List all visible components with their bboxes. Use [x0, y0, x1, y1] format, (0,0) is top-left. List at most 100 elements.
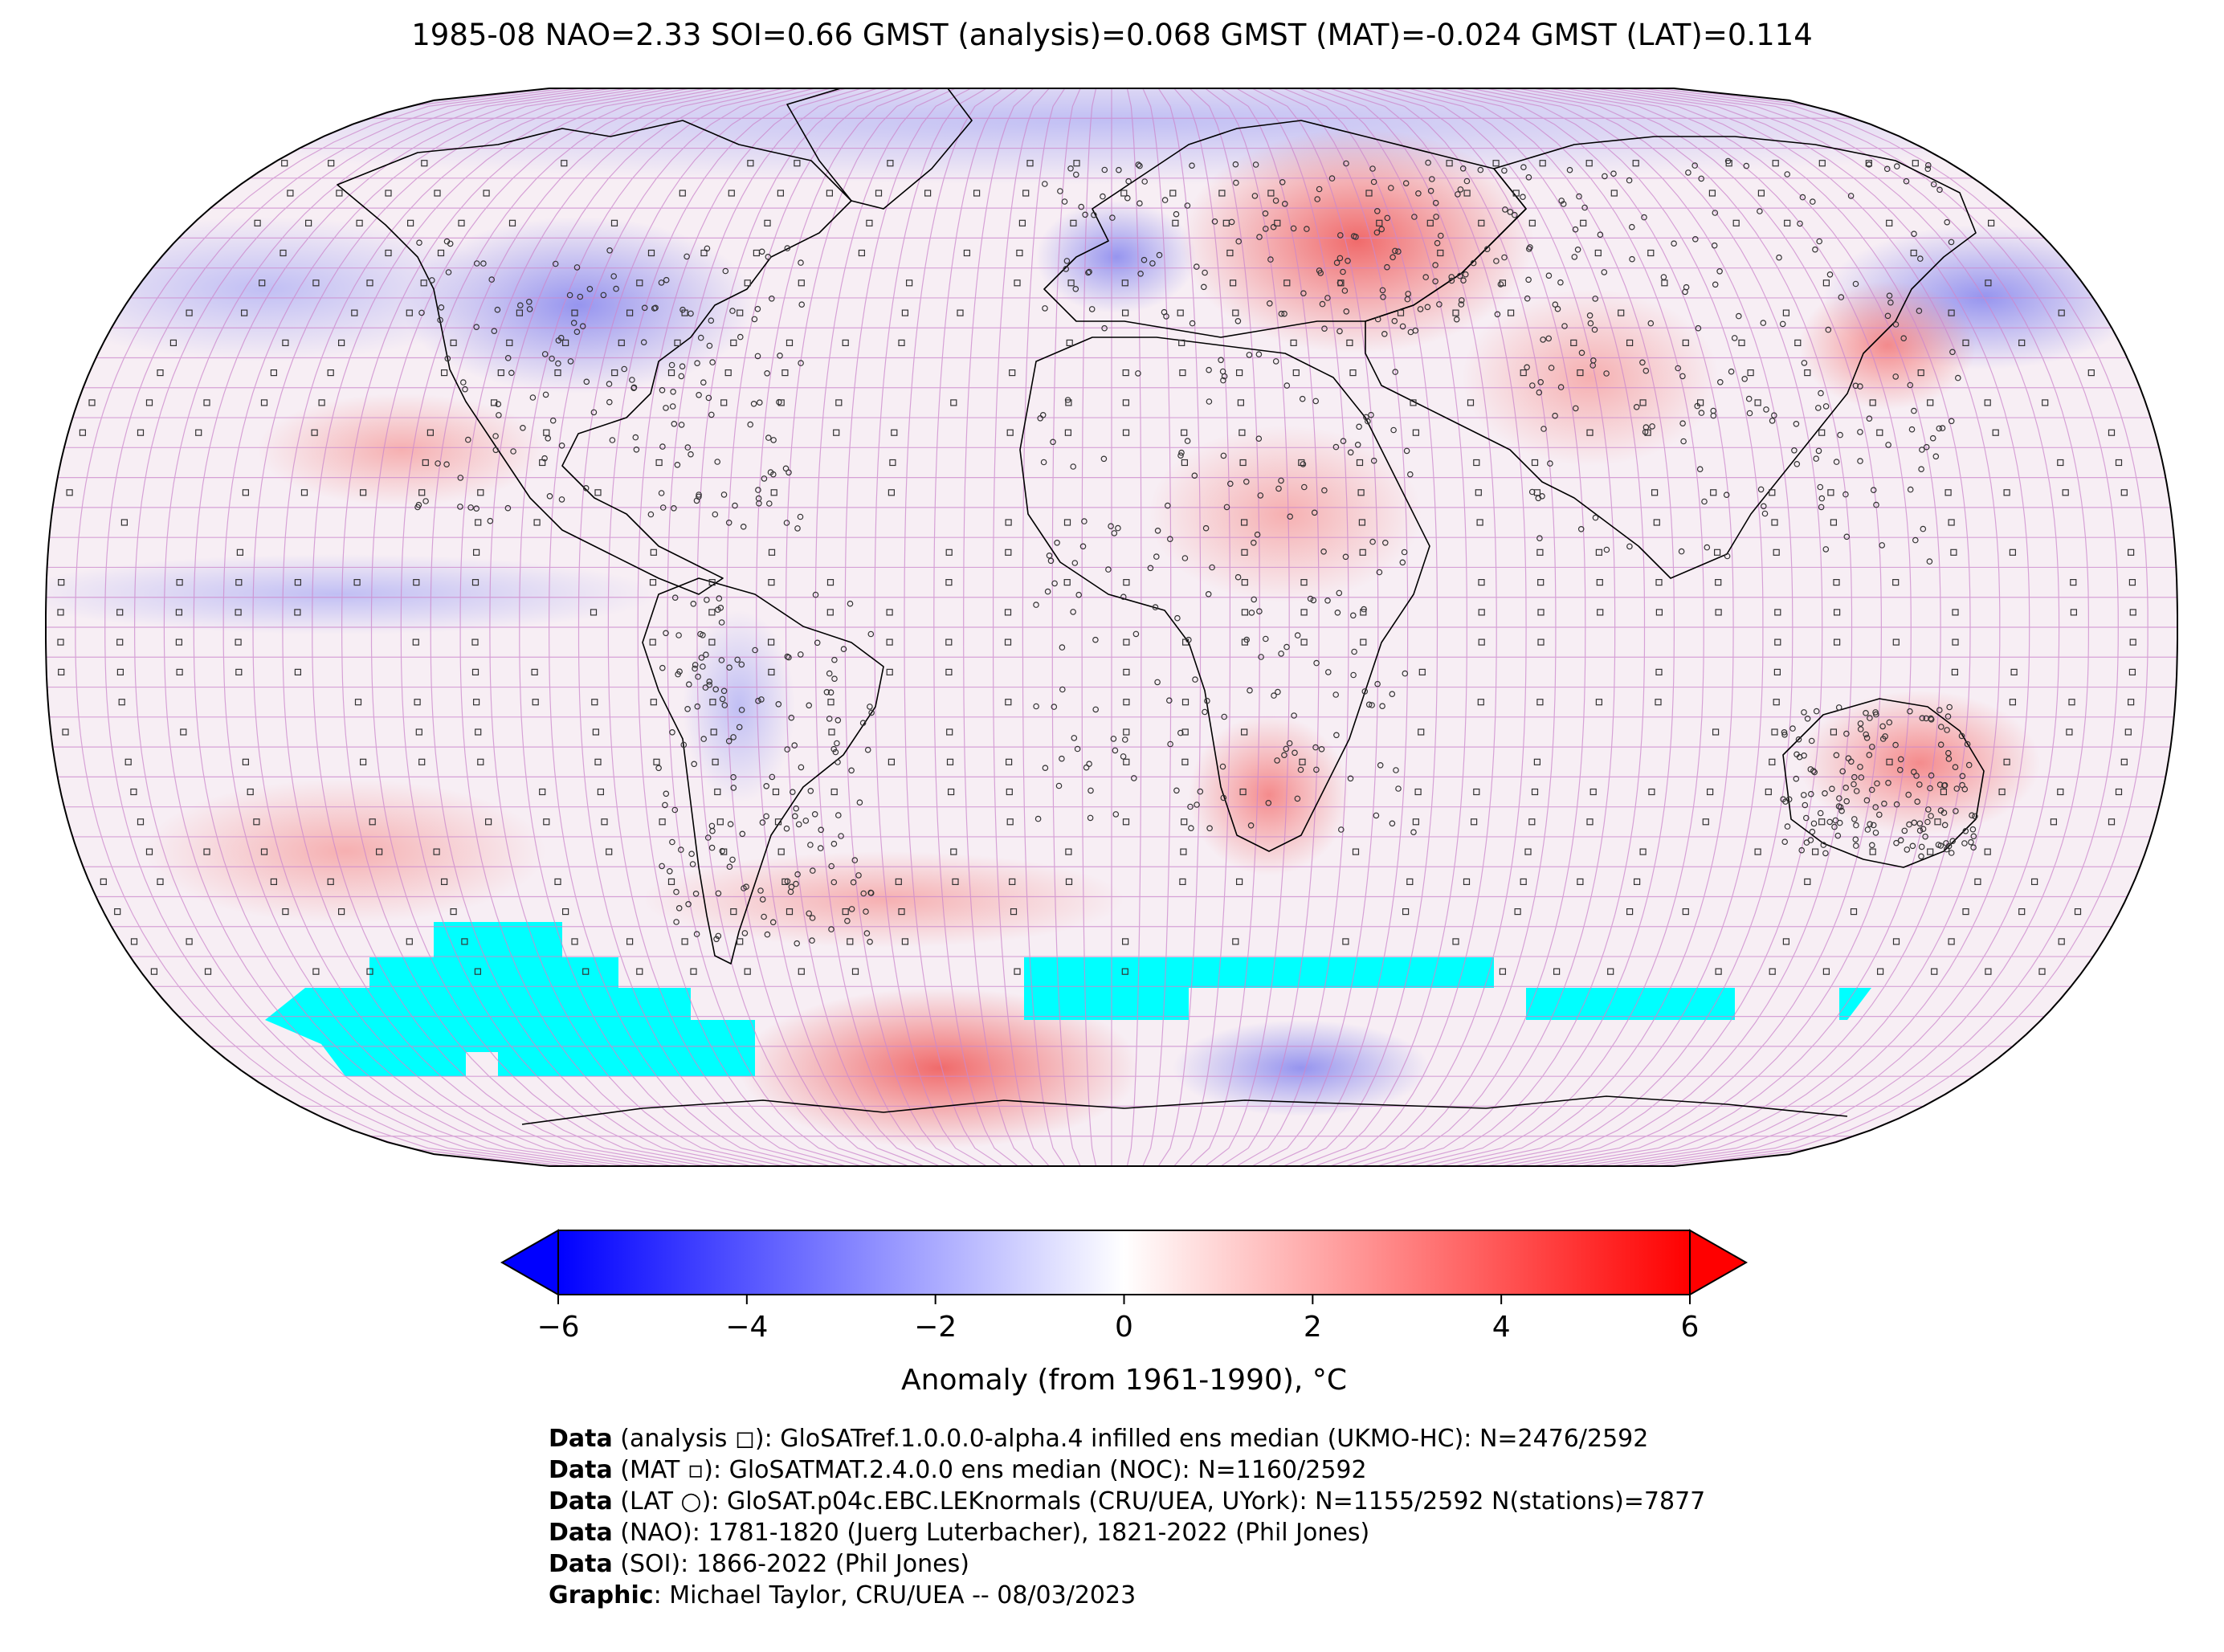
station-marker — [1537, 378, 1545, 385]
station-marker — [1112, 811, 1120, 818]
ocean-grid-marker — [730, 908, 737, 916]
ocean-grid-marker — [1639, 848, 1647, 855]
ocean-grid-marker — [905, 279, 913, 287]
station-marker — [1743, 162, 1750, 169]
station-marker — [1369, 702, 1375, 708]
station-marker — [1591, 326, 1598, 333]
station-marker — [494, 306, 501, 313]
ocean-grid-marker — [1984, 399, 1991, 406]
ocean-grid-marker — [781, 369, 789, 377]
station-marker — [1392, 369, 1399, 375]
station-marker — [698, 655, 705, 661]
station-marker — [1868, 786, 1875, 793]
ocean-grid-marker — [1123, 728, 1130, 736]
station-marker — [1603, 370, 1610, 377]
ocean-grid-marker — [413, 578, 420, 586]
station-marker — [770, 437, 777, 443]
station-marker — [786, 469, 792, 476]
ocean-grid-marker — [957, 309, 964, 316]
ocean-grid-marker — [1006, 788, 1013, 796]
station-marker — [1270, 223, 1277, 230]
station-marker — [1191, 472, 1198, 479]
station-marker — [1194, 263, 1200, 270]
ocean-grid-marker — [532, 699, 539, 706]
station-marker — [1916, 308, 1923, 314]
ocean-grid-marker — [1892, 578, 1900, 586]
station-marker — [1691, 162, 1699, 169]
station-marker — [738, 707, 745, 713]
station-marker — [1843, 533, 1851, 540]
station-marker — [1916, 781, 1923, 788]
station-marker — [1262, 210, 1269, 217]
station-marker — [1867, 715, 1873, 721]
station-marker — [1818, 495, 1826, 502]
station-marker — [1141, 256, 1148, 263]
station-marker — [1370, 178, 1377, 186]
station-marker — [769, 773, 776, 781]
station-marker — [1392, 247, 1398, 255]
ocean-grid-marker — [1577, 369, 1584, 377]
station-marker — [1063, 266, 1070, 272]
station-marker — [1063, 258, 1071, 264]
station-marker — [1458, 301, 1465, 308]
station-marker — [1082, 211, 1088, 218]
station-marker — [1831, 823, 1838, 830]
station-marker — [1206, 825, 1213, 832]
station-marker — [1417, 306, 1424, 312]
station-marker — [1802, 802, 1809, 809]
station-marker — [1380, 293, 1386, 300]
station-marker — [806, 910, 813, 917]
ocean-grid-marker — [1927, 848, 1934, 855]
station-marker — [1547, 460, 1553, 467]
station-marker — [630, 384, 638, 391]
station-marker — [1944, 713, 1952, 720]
station-marker — [641, 304, 648, 312]
station-marker — [1379, 703, 1385, 710]
ocean-grid-marker — [1655, 609, 1663, 616]
ocean-grid-marker — [1917, 369, 1924, 377]
station-marker — [751, 316, 758, 323]
station-marker — [1459, 165, 1467, 172]
station-marker — [1965, 761, 1973, 769]
ocean-grid-marker — [2115, 459, 2123, 467]
station-marker — [1920, 525, 1927, 532]
ocean-grid-marker — [471, 668, 479, 676]
station-marker — [1909, 842, 1916, 850]
ocean-grid-marker — [1533, 489, 1541, 496]
ocean-grid-marker — [418, 489, 426, 496]
colorbar-tick-label: −6 — [537, 1311, 579, 1344]
ocean-grid-marker — [57, 638, 64, 646]
gridline-longitude — [963, 88, 1034, 1166]
station-marker — [1870, 822, 1877, 829]
station-marker — [1695, 324, 1702, 332]
station-marker — [1587, 320, 1594, 327]
station-marker — [1864, 826, 1871, 833]
ocean-grid-marker — [2068, 699, 2075, 706]
ocean-grid-marker — [1267, 190, 1275, 197]
station-marker — [1070, 609, 1076, 615]
ocean-grid-marker — [591, 699, 598, 706]
ocean-grid-marker — [767, 638, 775, 646]
station-marker — [659, 386, 666, 394]
gridline-longitude — [1532, 88, 1912, 1166]
station-marker — [730, 773, 737, 781]
ocean-grid-marker — [1948, 938, 1955, 945]
station-marker — [1925, 806, 1932, 813]
ocean-grid-marker — [484, 818, 492, 826]
station-marker — [756, 500, 762, 507]
ocean-grid-marker — [195, 429, 202, 436]
ocean-grid-marker — [1358, 519, 1366, 526]
ocean-grid-marker — [1120, 190, 1128, 197]
station-marker — [1970, 833, 1977, 840]
ocean-grid-marker — [594, 489, 602, 496]
station-marker — [1054, 539, 1060, 546]
station-marker — [1602, 173, 1608, 180]
station-marker — [488, 276, 496, 283]
ocean-grid-marker — [1418, 728, 1425, 736]
station-marker — [1218, 357, 1224, 364]
station-marker — [692, 665, 698, 672]
station-marker — [1384, 263, 1390, 271]
station-marker — [1736, 312, 1742, 320]
station-marker — [717, 604, 724, 611]
ocean-grid-marker — [1539, 160, 1546, 167]
